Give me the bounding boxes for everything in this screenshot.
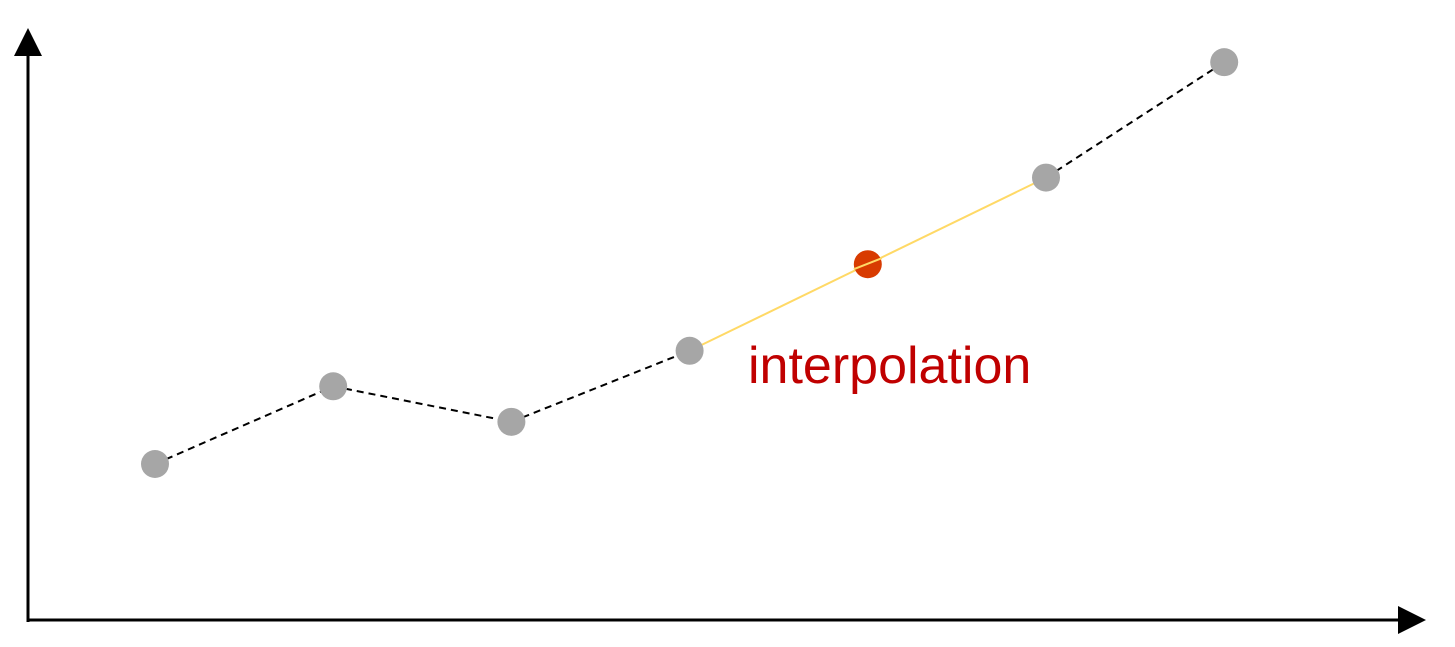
points [141, 48, 1239, 478]
known-segment [511, 349, 690, 423]
known-data-point [675, 336, 704, 365]
known-segment [1045, 61, 1225, 179]
y-axis-arrow [14, 28, 42, 56]
x-axis-arrow [1398, 606, 1426, 634]
known-data-point [1032, 163, 1060, 192]
segments [154, 61, 1225, 465]
known-segment [333, 385, 512, 423]
interpolation-segment-overlay [853, 257, 883, 271]
known-data-point [141, 450, 169, 478]
known-segment [154, 385, 334, 465]
known-data-point [319, 372, 348, 401]
known-data-point [1210, 48, 1239, 77]
interpolation-label: interpolation [748, 337, 1031, 395]
known-data-point [497, 407, 526, 436]
axes [14, 28, 1426, 634]
